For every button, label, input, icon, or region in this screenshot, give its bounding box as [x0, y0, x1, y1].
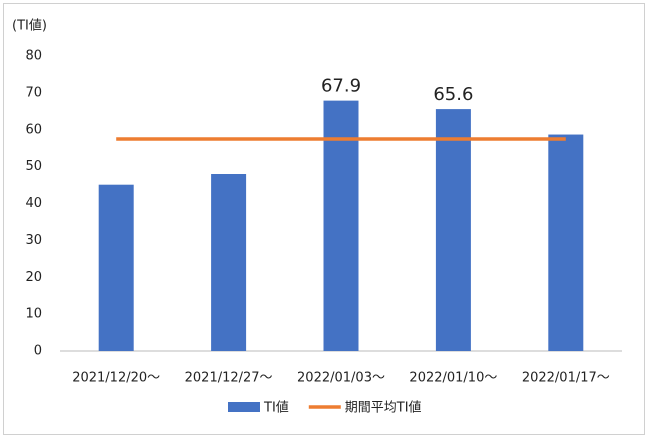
- y-tick-label: 30: [25, 233, 42, 248]
- bar: [435, 109, 471, 351]
- data-label: 67.9: [321, 76, 361, 97]
- legend-swatch: [228, 402, 260, 412]
- y-axis-label: (TI値): [12, 18, 47, 34]
- data-label: 65.6: [433, 84, 473, 105]
- y-tick-label: 60: [25, 122, 42, 137]
- bar: [211, 174, 247, 351]
- y-tick-label: 40: [25, 196, 42, 211]
- x-tick-label: 2021/12/27～: [185, 371, 273, 386]
- bar: [98, 184, 134, 351]
- bar: [548, 134, 584, 351]
- y-tick-label: 0: [34, 344, 42, 359]
- bar: [323, 100, 359, 352]
- y-tick-label: 70: [25, 85, 42, 100]
- x-tick-label: 2022/01/17～: [522, 371, 610, 386]
- y-tick-label: 80: [25, 49, 42, 64]
- y-tick-label: 20: [25, 270, 42, 285]
- x-tick-label: 2022/01/10～: [409, 371, 497, 386]
- y-tick-label: 10: [25, 307, 42, 322]
- x-tick-label: 2021/12/20～: [72, 371, 160, 386]
- legend-label: TI値: [263, 400, 289, 416]
- legend-label: 期間平均TI値: [345, 400, 422, 416]
- x-tick-label: 2022/01/03～: [297, 371, 385, 386]
- y-tick-label: 50: [25, 159, 42, 174]
